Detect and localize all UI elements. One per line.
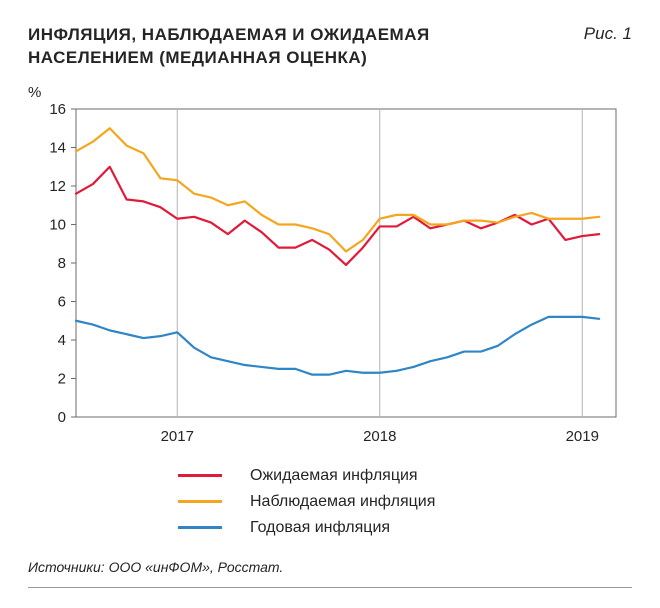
- legend-label: Ожидаемая инфляция: [250, 467, 418, 485]
- svg-text:6: 6: [58, 293, 66, 310]
- chart-svg: 0 2 4 6 8 10 12 14 16 2017 2018 2019: [28, 101, 628, 453]
- svg-text:4: 4: [58, 332, 66, 349]
- chart-title: ИНФЛЯЦИЯ, НАБЛЮДАЕМАЯ И ОЖИДАЕМАЯ НАСЕЛЕ…: [28, 24, 430, 70]
- legend-swatch: [178, 526, 222, 529]
- svg-text:16: 16: [49, 101, 66, 118]
- svg-text:10: 10: [49, 216, 66, 233]
- source-text: Источники: ООО «инФОМ», Росстат.: [28, 559, 632, 575]
- svg-text:2: 2: [58, 370, 66, 387]
- chart-title-line1: ИНФЛЯЦИЯ, НАБЛЮДАЕМАЯ И ОЖИДАЕМАЯ: [28, 24, 430, 47]
- svg-text:2019: 2019: [566, 428, 599, 445]
- svg-text:14: 14: [49, 139, 66, 156]
- legend: Ожидаемая инфляция Наблюдаемая инфляция Го…: [178, 463, 632, 541]
- footer-rule: [28, 587, 632, 588]
- chart-title-line2: НАСЕЛЕНИЕМ (МЕДИАННАЯ ОЦЕНКА): [28, 47, 430, 70]
- legend-swatch: [178, 474, 222, 477]
- legend-item-0: Ожидаемая инфляция: [178, 463, 632, 489]
- svg-text:8: 8: [58, 255, 66, 272]
- legend-label: Наблюдаемая инфляция: [250, 493, 435, 511]
- legend-swatch: [178, 500, 222, 503]
- svg-text:2017: 2017: [161, 428, 194, 445]
- svg-text:2018: 2018: [363, 428, 396, 445]
- legend-item-1: Наблюдаемая инфляция: [178, 489, 632, 515]
- line-chart: 0 2 4 6 8 10 12 14 16 2017 2018 2019: [28, 101, 632, 453]
- figure-number: Рис. 1: [584, 24, 632, 44]
- legend-item-2: Годовая инфляция: [178, 515, 632, 541]
- svg-text:0: 0: [58, 409, 66, 426]
- y-axis-unit: %: [28, 84, 632, 101]
- legend-label: Годовая инфляция: [250, 519, 390, 537]
- svg-text:12: 12: [49, 178, 66, 195]
